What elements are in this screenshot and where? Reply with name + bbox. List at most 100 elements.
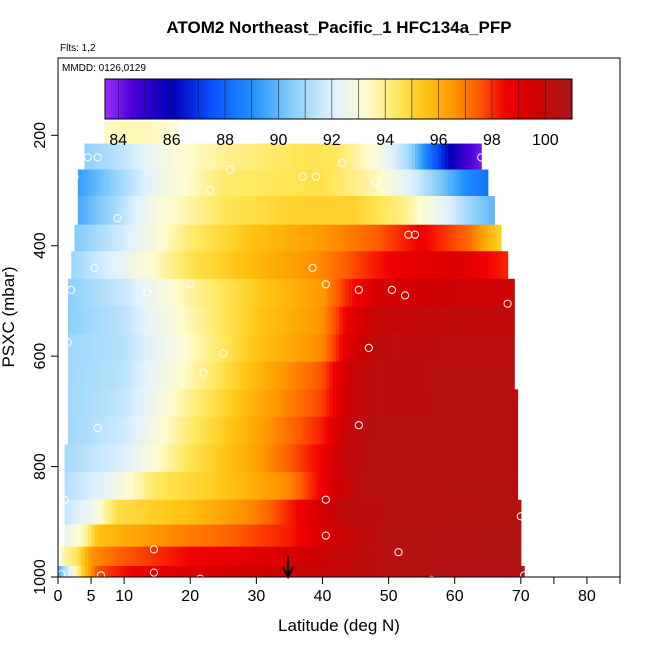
heatmap-cell [368, 224, 373, 252]
colorbar-segment [443, 79, 447, 119]
heatmap-cell [77, 546, 82, 567]
heatmap-cell [339, 251, 343, 280]
profile-row [64, 524, 522, 547]
heatmap-cell [167, 565, 171, 577]
heatmap-cell [332, 278, 337, 307]
heatmap-cell [325, 444, 330, 473]
heatmap-cell [345, 224, 350, 252]
heatmap-cell [77, 224, 82, 252]
heatmap-cell [219, 546, 224, 567]
heatmap-cell [87, 196, 92, 226]
heatmap-cell [286, 306, 291, 335]
heatmap-cell [428, 389, 433, 418]
heatmap-cell [424, 196, 429, 226]
heatmap-cell [401, 361, 406, 390]
heatmap-cell [352, 472, 357, 501]
colorbar-segment [329, 79, 333, 119]
heatmap-cell [339, 416, 343, 445]
heatmap-cell [401, 169, 406, 197]
heatmap-cell [236, 361, 241, 390]
heatmap-cell [219, 334, 224, 362]
heatmap-cell [309, 546, 314, 567]
heatmap-cell [494, 389, 499, 418]
heatmap-cell [219, 416, 224, 445]
heatmap-cell [428, 278, 433, 307]
heatmap-cell [266, 499, 271, 525]
heatmap-cell [286, 499, 291, 525]
heatmap-cell [124, 546, 129, 567]
heatmap-cell [471, 389, 476, 418]
heatmap-cell [210, 416, 214, 445]
heatmap-cell [352, 334, 357, 362]
heatmap-cell [157, 546, 162, 567]
heatmap-cell [243, 143, 248, 170]
heatmap-cell [434, 472, 439, 501]
heatmap-cell [157, 251, 162, 280]
heatmap-cell [322, 499, 327, 525]
heatmap-cell [153, 524, 158, 547]
heatmap-cell [415, 169, 419, 197]
heatmap-cell [289, 251, 294, 280]
heatmap-cell [368, 444, 373, 473]
heatmap-cell [487, 416, 492, 445]
heatmap-cell [130, 472, 135, 501]
heatmap-cell [279, 524, 284, 547]
heatmap-cell [193, 524, 198, 547]
heatmap-cell [464, 472, 469, 501]
colorbar-segment [513, 79, 517, 119]
heatmap-cell [421, 546, 426, 567]
heatmap-cell [249, 389, 254, 418]
heatmap-cell [163, 444, 168, 473]
heatmap-cell [421, 524, 426, 547]
heatmap-cell [431, 251, 436, 280]
heatmap-cell [464, 565, 469, 577]
heatmap-cell [253, 524, 257, 547]
sample-point [364, 343, 373, 352]
heatmap-cell [408, 278, 413, 307]
heatmap-cell [233, 444, 238, 473]
heatmap-cell [322, 389, 327, 418]
heatmap-cell [375, 416, 380, 445]
heatmap-cell [276, 472, 281, 501]
heatmap-cell [130, 143, 135, 170]
colorbar-segment [409, 79, 413, 119]
heatmap-cell [269, 444, 274, 473]
heatmap-cell [186, 278, 191, 307]
heatmap-cell [497, 546, 502, 567]
heatmap-cell [352, 143, 357, 170]
heatmap-cell [491, 306, 495, 335]
heatmap-cell [239, 278, 244, 307]
heatmap-cell [153, 499, 158, 525]
heatmap-cell [153, 251, 158, 280]
heatmap-cell [124, 196, 129, 226]
heatmap-cell [358, 224, 363, 252]
sample-point [298, 172, 307, 181]
heatmap-cell [259, 444, 264, 473]
heatmap-cell [137, 121, 142, 144]
heatmap-cell [408, 499, 413, 525]
x-tick-label: 0 [54, 588, 63, 605]
heatmap-cell [309, 143, 314, 170]
heatmap-cell [474, 196, 479, 226]
heatmap-cell [117, 224, 122, 252]
heatmap-cell [110, 143, 115, 170]
heatmap-cell [114, 251, 119, 280]
heatmap-cell [500, 565, 505, 577]
heatmap-cell [335, 389, 340, 418]
heatmap-cell [395, 472, 400, 501]
colorbar-segment [185, 79, 189, 119]
heatmap-cell [256, 472, 261, 501]
heatmap-cell [312, 361, 317, 390]
heatmap-cell [299, 306, 304, 335]
colorbar-tick-label: 96 [430, 132, 448, 149]
heatmap-cell [477, 361, 482, 390]
heatmap-cell [87, 389, 92, 418]
heatmap-cell [461, 472, 466, 501]
heatmap-cell [206, 524, 211, 547]
heatmap-cell [325, 169, 330, 197]
heatmap-cell [355, 169, 360, 197]
heatmap-cell [259, 546, 264, 567]
heatmap-cell [352, 546, 357, 567]
heatmap-cell [262, 143, 267, 170]
colorbar-tick-label: 86 [163, 132, 181, 149]
